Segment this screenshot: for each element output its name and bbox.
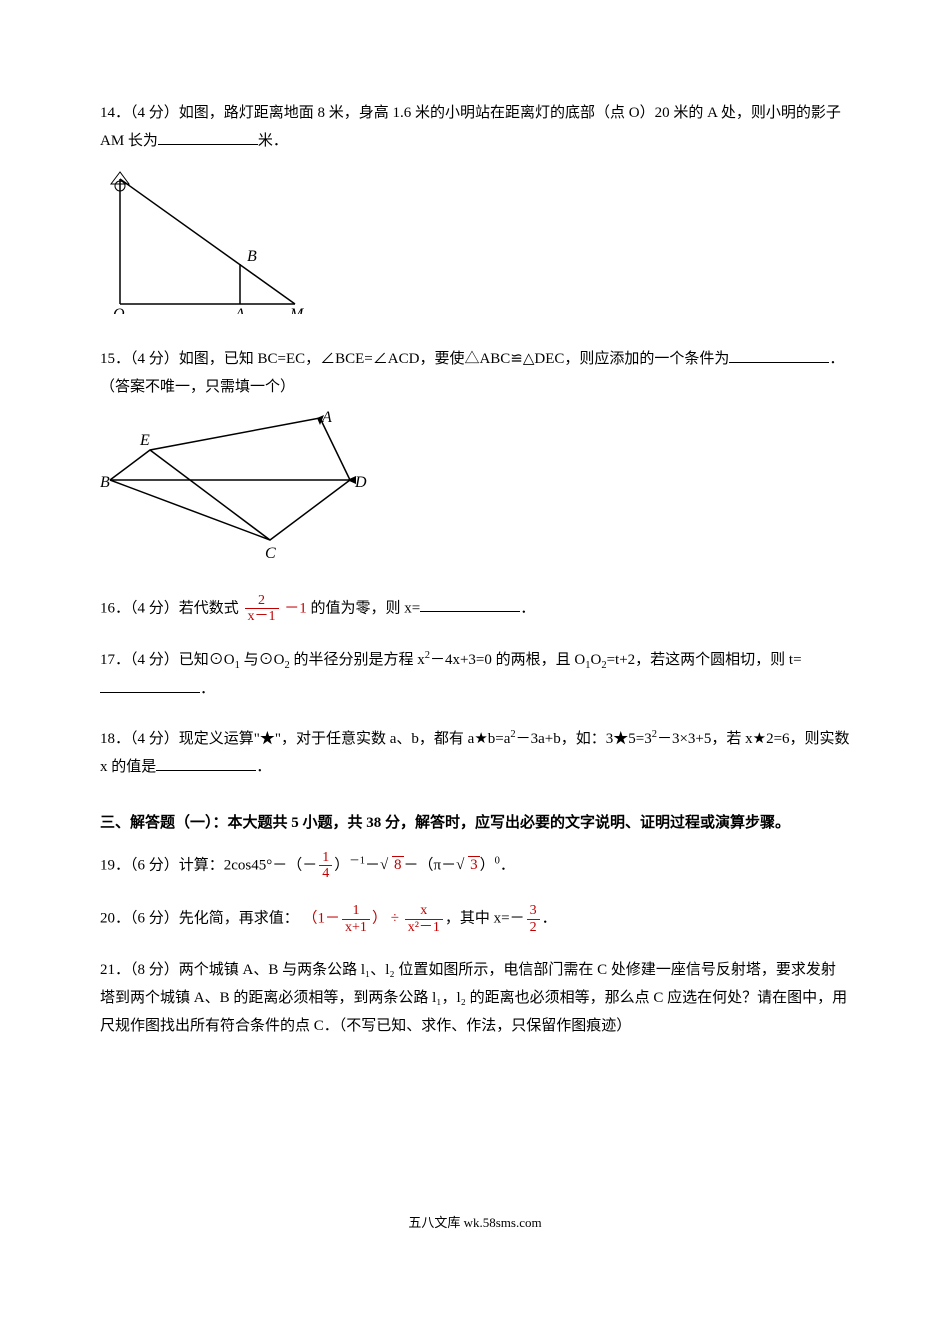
q19-suffix: ． <box>500 857 515 873</box>
question-20: 20．（6 分）先化简，再求值： （1－1x+1） ÷ xx²－1 ，其中 x=… <box>100 903 850 935</box>
q17-blank <box>100 678 200 693</box>
q20-mid: ，其中 x=－ <box>445 911 525 927</box>
q14-label-M: M <box>289 306 305 314</box>
q19-sqrt3: 3 <box>456 852 480 880</box>
q18-text-b: －3a+b，如：3★5=3 <box>516 731 652 747</box>
q20-frac2: xx²－1 <box>405 903 443 935</box>
q17-suffix: ． <box>200 681 215 697</box>
q20-suffix: ． <box>542 911 557 927</box>
q20-prefix: 20．（6 分）先化简，再求值： <box>100 911 299 927</box>
q19-frac-den: 4 <box>319 866 332 881</box>
q17-mid4: O <box>590 652 601 668</box>
q16-frac-num: 2 <box>245 593 279 609</box>
q17-mid1: 与⊙O <box>240 652 285 668</box>
q15-label-B: B <box>100 474 110 491</box>
q15-label-E: E <box>139 432 150 449</box>
q17-mid5: =t+2，若这两个圆相切，则 t= <box>607 652 802 668</box>
q16-suffix: ． <box>520 600 535 616</box>
q15-blank <box>729 348 829 363</box>
q15-diagram: A B C D E <box>100 410 850 571</box>
question-19: 19．（6 分）计算：2cos45°－（－14）－1－8－（π－3）0． <box>100 850 850 882</box>
page-footer: 五八文库 wk.58sms.com <box>100 1211 850 1235</box>
q15-label-A: A <box>321 410 332 426</box>
q14-label-B: B <box>247 248 257 265</box>
q16-fraction: 2 x－1 <box>245 593 279 625</box>
question-21: 21．（8 分）两个城镇 A、B 与两条公路 l₁、l₂ 位置如图所示，电信部门… <box>100 957 850 1040</box>
q19-sqrt8-body: 8 <box>392 856 404 873</box>
q15-text: 15．（4 分）如图，已知 BC=EC，∠BCE=∠ACD，要使△ABC≌△DE… <box>100 346 850 402</box>
q20-frac1: 1x+1 <box>342 903 370 935</box>
question-18: 18．（4 分）现定义运算"★"，对于任意实数 a、b，都有 a★b=a2－3a… <box>100 725 850 782</box>
q20-frac3: 32 <box>527 903 540 935</box>
q19-frac-num: 1 <box>319 850 332 866</box>
q19-mid4: ） <box>480 857 495 873</box>
question-15: 15．（4 分）如图，已知 BC=EC，∠BCE=∠ACD，要使△ABC≌△DE… <box>100 346 850 570</box>
q16-blank <box>420 597 520 612</box>
q20-paren-close: ） <box>372 911 387 927</box>
q20-paren-open: （1－ <box>303 911 341 927</box>
q14-label-A: A <box>234 306 245 314</box>
q14-label-O: O <box>113 306 125 314</box>
q16-prefix: 16．（4 分）若代数式 <box>100 600 239 616</box>
q15-prefix: 15．（4 分）如图，已知 BC=EC，∠BCE=∠ACD，要使△ABC≌△DE… <box>100 351 729 367</box>
q16-mid: 的值为零，则 x= <box>311 600 421 616</box>
q20-div: ÷ <box>391 911 399 927</box>
question-14: 14．（4 分）如图，路灯距离地面 8 米，身高 1.6 米的小明站在距离灯的底… <box>100 100 850 324</box>
q17-mid3: －4x+3=0 的两根，且 O <box>430 652 585 668</box>
q18-suffix: ． <box>256 759 271 775</box>
q19-mid3: －（π－ <box>404 857 457 873</box>
q19-exp1: －1 <box>349 855 365 866</box>
q14-blank <box>158 130 258 145</box>
q14-text: 14．（4 分）如图，路灯距离地面 8 米，身高 1.6 米的小明站在距离灯的底… <box>100 100 850 156</box>
q18-text-a: 18．（4 分）现定义运算"★"，对于任意实数 a、b，都有 a★b=a <box>100 731 510 747</box>
q19-prefix: 19．（6 分）计算：2cos45°－（－ <box>100 857 317 873</box>
q17-prefix: 17．（4 分）已知⊙O <box>100 652 235 668</box>
q20-frac1-num: 1 <box>342 903 370 919</box>
q20-frac2-num: x <box>405 903 443 919</box>
q15-label-C: C <box>265 545 276 560</box>
q19-mid1: ） <box>334 857 349 873</box>
q20-frac2-den: x²－1 <box>405 920 443 935</box>
q19-mid2: － <box>365 857 380 873</box>
q19-sqrt8: 8 <box>380 852 404 880</box>
q19-fraction: 14 <box>319 850 332 882</box>
section-3-header: 三、解答题（一）：本大题共 5 小题，共 38 分，解答时，应写出必要的文字说明… <box>100 810 850 838</box>
q20-expr: （1－1x+1） ÷ xx²－1 <box>303 903 445 935</box>
q20-frac1-den: x+1 <box>342 920 370 935</box>
q16-frac-den: x－1 <box>245 609 279 624</box>
q14-diagram: O A B M <box>100 164 850 325</box>
q16-minus-one: －1 <box>284 600 307 616</box>
q20-frac3-den: 2 <box>527 920 540 935</box>
q20-frac3-num: 3 <box>527 903 540 919</box>
q21-text: 21．（8 分）两个城镇 A、B 与两条公路 l₁、l₂ 位置如图所示，电信部门… <box>100 962 847 1034</box>
q14-suffix: 米． <box>258 133 288 149</box>
q17-mid2: 的半径分别是方程 x <box>290 652 425 668</box>
q19-sqrt3-body: 3 <box>468 856 480 873</box>
question-16: 16．（4 分）若代数式 2 x－1 －1 的值为零，则 x= ． <box>100 593 850 625</box>
q18-blank <box>156 756 256 771</box>
q15-label-D: D <box>354 474 367 491</box>
question-17: 17．（4 分）已知⊙O1 与⊙O2 的半径分别是方程 x2－4x+3=0 的两… <box>100 646 850 703</box>
